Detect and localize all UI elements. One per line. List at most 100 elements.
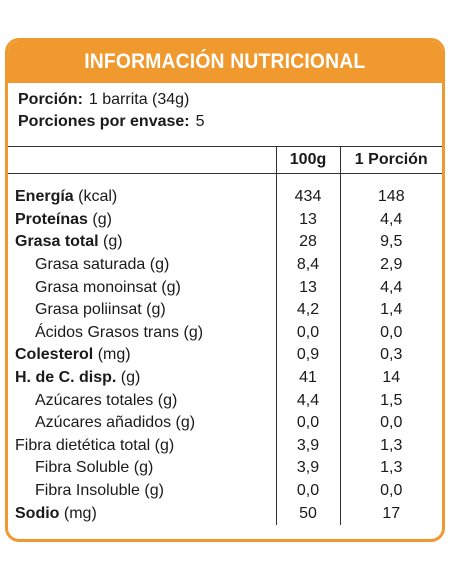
nutrient-name-cell: H. de C. disp. (g) [8, 366, 277, 390]
nutrient-label: Azúcares totales (g) [15, 390, 177, 412]
nutrient-name-cell: Azúcares añadidos (g) [8, 411, 277, 435]
nutrient-name: Sodio [15, 504, 60, 522]
nutrient-name-cell: Fibra Insoluble (g) [8, 479, 277, 503]
nutrient-label: Grasa saturada (g) [15, 254, 169, 276]
per-portion-value: 148 [377, 188, 405, 206]
nutrient-unit: (g) [146, 301, 166, 319]
per-100g-value: 41 [276, 366, 341, 390]
table-row: Grasa poliinsat (g) 4,2 1,4 [8, 298, 442, 322]
nutrient-label: Sodio (mg) [15, 505, 97, 522]
nutrient-unit: (g) [120, 369, 141, 387]
nutrient-label: Fibra dietética total (g) [15, 437, 174, 454]
table-row: Fibra Insoluble (g) 0,0 0,0 [8, 479, 442, 503]
nutrient-label: Fibra Soluble (g) [15, 457, 153, 479]
nutrient-label: Grasa poliinsat (g) [15, 299, 166, 321]
nutrient-name: Fibra dietética total [15, 436, 151, 454]
nutrient-label: Colesterol (mg) [15, 346, 131, 363]
per-portion-value: 17 [382, 504, 401, 522]
per-portion-value: 9,5 [380, 233, 403, 251]
per-100g-value: 0,9 [276, 344, 341, 367]
table-row: Azúcares totales (g) 4,4 1,5 [8, 389, 442, 412]
nutrient-name-cell: Fibra dietética total (g) [8, 434, 277, 458]
nutrient-name-cell: Grasa saturada (g) [8, 253, 277, 277]
per-100g-value: 50 [276, 502, 341, 525]
nutrition-header: INFORMACIÓN NUTRICIONAL [8, 41, 442, 83]
per-portion-value: 4,4 [380, 210, 403, 228]
nutrient-name-cell: Fibra Soluble (g) [8, 457, 277, 480]
per-portion-value: 1,3 [380, 459, 403, 477]
nutrient-name: Fibra Soluble [35, 459, 130, 477]
per-100g-value: 3,9 [276, 457, 341, 480]
nutrient-name: Grasa saturada [35, 256, 146, 274]
table-row: Grasa total (g) 28 9,5 [8, 231, 442, 254]
servings-per-package-row: Porciones por envase: 5 [18, 111, 432, 133]
nutrient-name: H. de C. disp. [15, 369, 117, 387]
per-100g-value: 0,0 [276, 479, 341, 503]
nutrient-name-cell: Grasa total (g) [8, 231, 277, 254]
servings-per-package-value: 5 [195, 113, 205, 130]
nutrient-rows: Energía (kcal) 434 148 Proteínas (g) 13 4,4 Gr… [8, 186, 442, 525]
nutrient-unit: (g) [161, 278, 181, 296]
nutrient-label: H. de C. disp. (g) [15, 369, 140, 386]
per-100g-value: 8,4 [276, 253, 341, 277]
nutrient-label: Grasa monoinsat (g) [15, 277, 181, 299]
table-row: Sodio (mg) 50 17 [8, 502, 442, 525]
table-row: Colesterol (mg) 0,9 0,3 [8, 344, 442, 367]
nutrient-unit: (mg) [63, 504, 97, 522]
nutrient-unit: (g) [92, 210, 112, 228]
nutrient-label: Grasa total (g) [15, 233, 123, 250]
nutrient-name-cell: Azúcares totales (g) [8, 389, 277, 412]
nutrient-name-cell: Grasa monoinsat (g) [8, 276, 277, 299]
nutrient-label: Proteínas (g) [15, 211, 112, 228]
nutrient-unit: (g) [133, 459, 154, 477]
per-portion-value: 4,4 [380, 278, 403, 296]
table-row: Grasa monoinsat (g) 13 4,4 [8, 276, 442, 299]
nutrient-unit: (g) [154, 436, 175, 454]
per-portion-value: 0,0 [380, 414, 403, 432]
nutrient-name: Energía [15, 188, 74, 206]
table-row: Ácidos Grasos trans (g) 0,0 0,0 [8, 321, 442, 345]
nutrient-unit: (g) [103, 233, 123, 251]
per-100g-value: 4,4 [276, 389, 341, 412]
table-row: Grasa saturada (g) 8,4 2,9 [8, 253, 442, 277]
nutrition-title: INFORMACIÓN NUTRICIONAL [84, 50, 366, 73]
nutrient-label: Ácidos Grasos trans (g) [15, 322, 203, 344]
nutrient-name-cell: Sodio (mg) [8, 502, 277, 525]
nutrient-name-cell: Ácidos Grasos trans (g) [8, 321, 277, 345]
nutrient-name: Grasa total [15, 233, 99, 251]
nutrient-name: Azúcares totales [35, 391, 154, 409]
table-row: Fibra Soluble (g) 3,9 1,3 [8, 457, 442, 480]
nutrient-name: Fibra Insoluble [35, 482, 140, 500]
nutrient-unit: (g) [175, 414, 196, 432]
nutrient-unit: (g) [157, 391, 178, 409]
per-portion-value: 1,3 [380, 436, 403, 454]
table-row: Azúcares añadidos (g) 0,0 0,0 [8, 411, 442, 435]
per-100g-value: 13 [276, 276, 341, 299]
nutrient-label: Fibra Insoluble (g) [15, 480, 164, 502]
per-portion-value: 2,9 [380, 256, 403, 274]
per-100g-value: 13 [276, 208, 341, 232]
per-portion-value: 0,0 [380, 482, 403, 500]
nutrient-unit: (g) [144, 482, 164, 500]
table-header-row: 100g 1 Porción [8, 146, 442, 174]
table-spacer [8, 173, 442, 186]
serving-size-row: Porción: 1 barrita (34g) [18, 89, 432, 111]
per-100g-value: 4,2 [276, 298, 341, 322]
serving-size-value: 1 barrita (34g) [88, 91, 190, 108]
nutrient-unit: (mg) [97, 346, 131, 364]
per-portion-value: 1,4 [380, 301, 403, 319]
per-portion-value: 0,0 [380, 323, 403, 341]
table-row: Fibra dietética total (g) 3,9 1,3 [8, 434, 442, 458]
serving-info: Porción: 1 barrita (34g) Porciones por en… [8, 83, 442, 133]
per-100g-value: 0,0 [276, 411, 341, 435]
per-portion-value: 1,5 [380, 391, 403, 409]
per-100g-column-header: 100g [276, 146, 341, 174]
table-row: Proteínas (g) 13 4,4 [8, 208, 442, 232]
nutrient-unit: (g) [183, 323, 204, 341]
nutrient-name-cell: Energía (kcal) [8, 186, 277, 209]
per-100g-value: 28 [276, 231, 341, 254]
nutrient-name-cell: Colesterol (mg) [8, 344, 277, 367]
serving-size-label: Porción: [18, 91, 83, 108]
table-row: H. de C. disp. (g) 41 14 [8, 366, 442, 390]
per-100g-value: 434 [276, 186, 341, 209]
